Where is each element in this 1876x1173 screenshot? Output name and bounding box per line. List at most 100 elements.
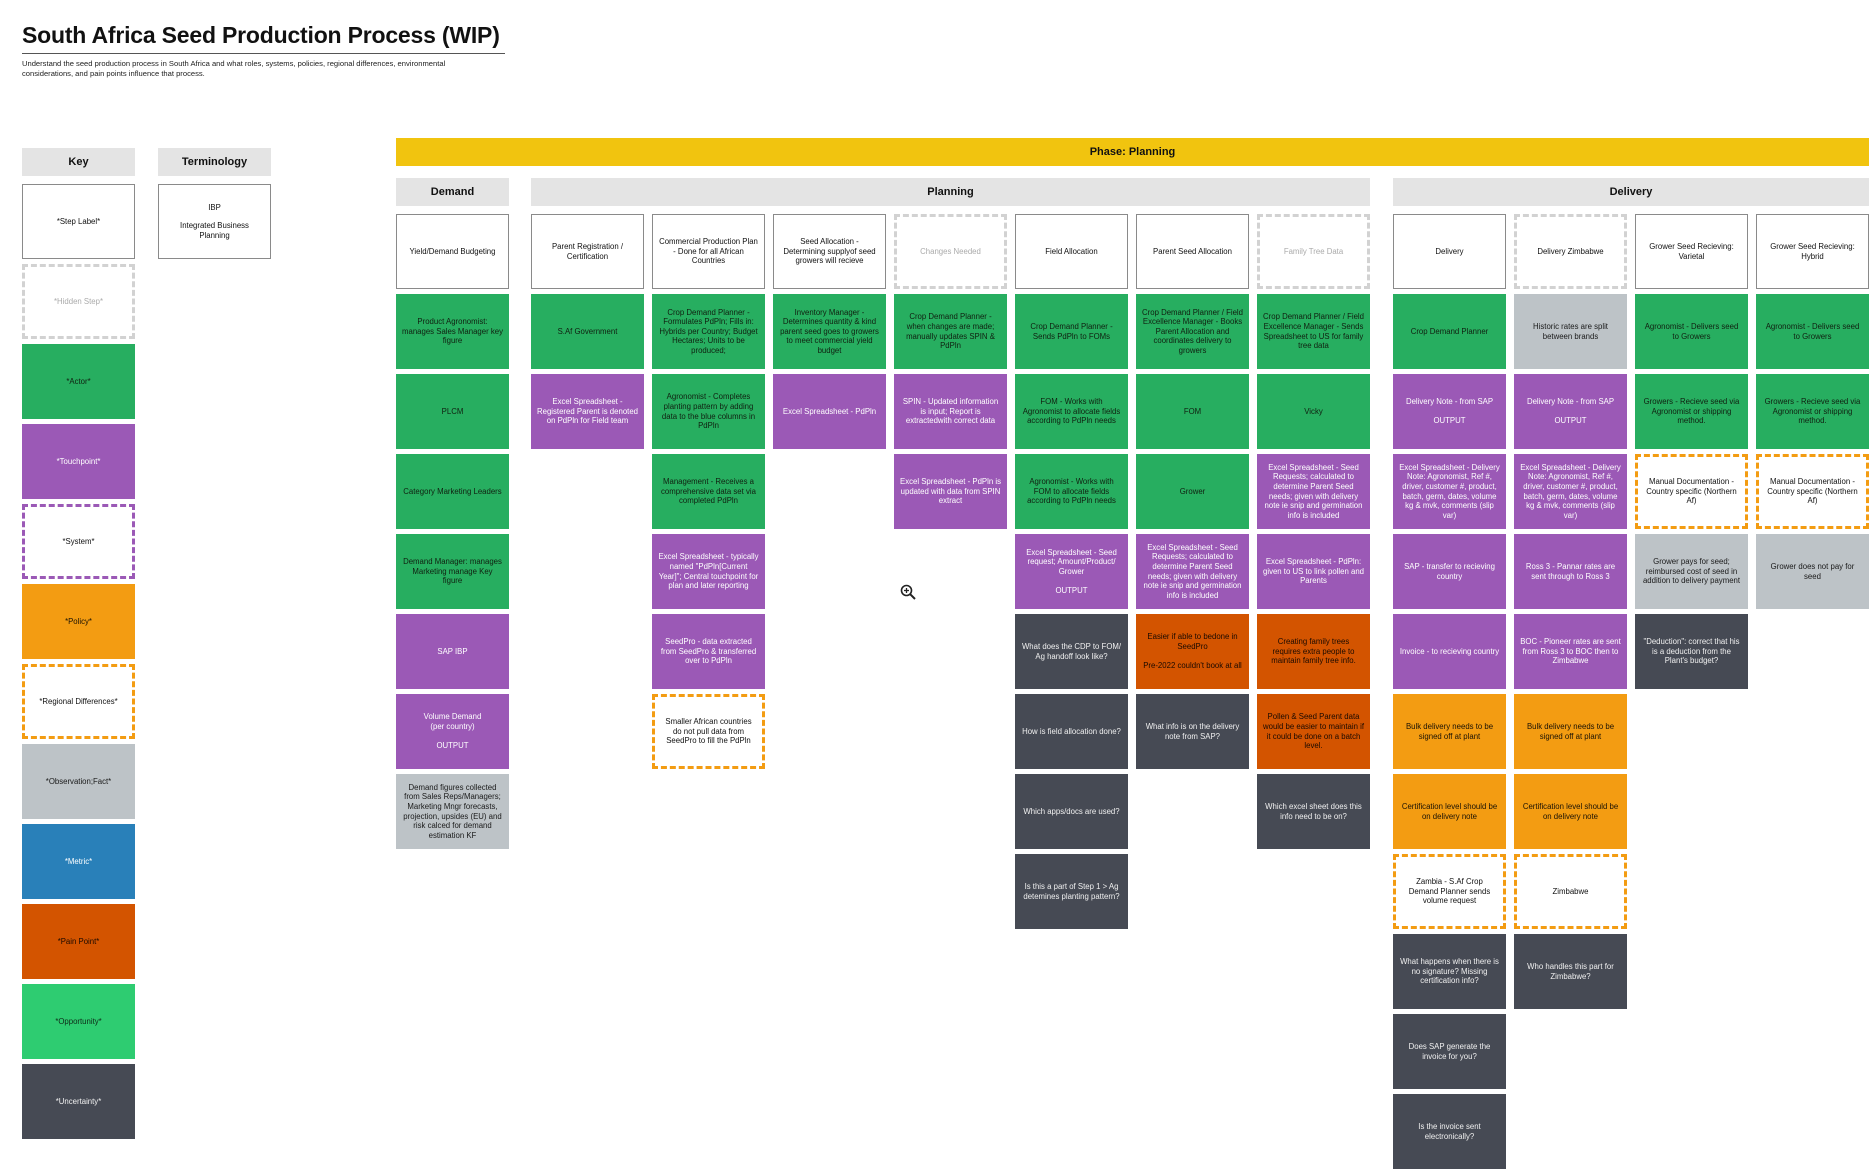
policy-card[interactable]: Certification level should be on deliver… bbox=[1393, 774, 1506, 849]
key-item-metric[interactable]: *Metric* bbox=[22, 824, 135, 899]
regional-difference-card[interactable]: Manual Documentation - Country specific … bbox=[1756, 454, 1869, 529]
actor-card[interactable]: Agronomist - Delivers seed to Growers bbox=[1756, 294, 1869, 369]
step-label[interactable]: Parent Registration / Certification bbox=[531, 214, 644, 289]
uncertainty-card[interactable]: Who handles this part for Zimbabwe? bbox=[1514, 934, 1627, 1009]
actor-card[interactable]: Management - Receives a comprehensive da… bbox=[652, 454, 765, 529]
regional-difference-card[interactable]: Manual Documentation - Country specific … bbox=[1635, 454, 1748, 529]
pain-point-card[interactable]: Easier if able to bedone in SeedPro Pre-… bbox=[1136, 614, 1249, 689]
policy-card[interactable]: Bulk delivery needs to be signed off at … bbox=[1393, 694, 1506, 769]
touchpoint-card[interactable]: Ross 3 - Pannar rates are sent through t… bbox=[1514, 534, 1627, 609]
actor-card[interactable]: Crop Demand Planner - when changes are m… bbox=[894, 294, 1007, 369]
touchpoint-card[interactable]: Excel Spreadsheet - PdPln: given to US t… bbox=[1257, 534, 1370, 609]
actor-card[interactable]: Growers - Recieve seed via Agronomist or… bbox=[1756, 374, 1869, 449]
page-title: South Africa Seed Production Process (WI… bbox=[22, 22, 500, 48]
actor-card[interactable]: S.Af Government bbox=[531, 294, 644, 369]
uncertainty-card[interactable]: Is the invoice sent electronically? bbox=[1393, 1094, 1506, 1169]
key-item-step[interactable]: *Step Label* bbox=[22, 184, 135, 259]
policy-card[interactable]: Bulk delivery needs to be signed off at … bbox=[1514, 694, 1627, 769]
actor-card[interactable]: Demand Manager: manages Marketing manage… bbox=[396, 534, 509, 609]
hidden-step-label[interactable]: Family Tree Data bbox=[1257, 214, 1370, 289]
actor-card[interactable]: Agronomist - Delivers seed to Growers bbox=[1635, 294, 1748, 369]
regional-difference-card[interactable]: Zimbabwe bbox=[1514, 854, 1627, 929]
actor-card[interactable]: Category Marketing Leaders bbox=[396, 454, 509, 529]
key-item-actor[interactable]: *Actor* bbox=[22, 344, 135, 419]
touchpoint-card[interactable]: Excel Spreadsheet - Delivery Note: Agron… bbox=[1514, 454, 1627, 529]
actor-card[interactable]: Crop Demand Planner / Field Excellence M… bbox=[1257, 294, 1370, 369]
term: IBP bbox=[208, 202, 221, 212]
touchpoint-card[interactable]: Excel Spreadsheet - Seed request; Amount… bbox=[1015, 534, 1128, 609]
touchpoint-card[interactable]: SAP - transfer to recieving country bbox=[1393, 534, 1506, 609]
actor-card[interactable]: Crop Demand Planner / Field Excellence M… bbox=[1136, 294, 1249, 369]
step-label[interactable]: Seed Allocation - Determining supplyof s… bbox=[773, 214, 886, 289]
observation-card[interactable]: Historic rates are split between brands bbox=[1514, 294, 1627, 369]
observation-card[interactable]: Demand figures collected from Sales Reps… bbox=[396, 774, 509, 849]
touchpoint-card[interactable]: Excel Spreadsheet - PdPln is updated wit… bbox=[894, 454, 1007, 529]
key-item-unc[interactable]: *Uncertainty* bbox=[22, 1064, 135, 1139]
touchpoint-card[interactable]: Excel Spreadsheet - typically named "PdP… bbox=[652, 534, 765, 609]
touchpoint-card[interactable]: Delivery Note - from SAP OUTPUT bbox=[1514, 374, 1627, 449]
touchpoint-card[interactable]: Excel Spreadsheet - Registered Parent is… bbox=[531, 374, 644, 449]
step-label[interactable]: Commercial Production Plan - Done for al… bbox=[652, 214, 765, 289]
step-label[interactable]: Field Allocation bbox=[1015, 214, 1128, 289]
touchpoint-card[interactable]: Invoice - to recieving country bbox=[1393, 614, 1506, 689]
observation-card[interactable]: Grower pays for seed; reimbursed cost of… bbox=[1635, 534, 1748, 609]
actor-card[interactable]: Agronomist - Completes planting pattern … bbox=[652, 374, 765, 449]
uncertainty-card[interactable]: What info is on the delivery note from S… bbox=[1136, 694, 1249, 769]
actor-card[interactable]: Crop Demand Planner - Sends PdPln to FOM… bbox=[1015, 294, 1128, 369]
hidden-step-label[interactable]: Delivery Zimbabwe bbox=[1514, 214, 1627, 289]
regional-difference-card[interactable]: Smaller African countries do not pull da… bbox=[652, 694, 765, 769]
step-label[interactable]: Grower Seed Recieving: Varietal bbox=[1635, 214, 1748, 289]
observation-card[interactable]: Grower does not pay for seed bbox=[1756, 534, 1869, 609]
actor-card[interactable]: Vicky bbox=[1257, 374, 1370, 449]
uncertainty-card[interactable]: What does the CDP to FOM/ Ag handoff loo… bbox=[1015, 614, 1128, 689]
step-label[interactable]: Delivery bbox=[1393, 214, 1506, 289]
actor-card[interactable]: Crop Demand Planner bbox=[1393, 294, 1506, 369]
actor-card[interactable]: Crop Demand Planner - Formulates PdPln; … bbox=[652, 294, 765, 369]
touchpoint-card[interactable]: Volume Demand (per country) OUTPUT bbox=[396, 694, 509, 769]
actor-card[interactable]: Product Agronomist: manages Sales Manage… bbox=[396, 294, 509, 369]
touchpoint-card[interactable]: Excel Spreadsheet - Seed Requests; calcu… bbox=[1136, 534, 1249, 609]
uncertainty-card[interactable]: How is field allocation done? bbox=[1015, 694, 1128, 769]
uncertainty-card[interactable]: Which apps/docs are used? bbox=[1015, 774, 1128, 849]
uncertainty-card[interactable]: Does SAP generate the invoice for you? bbox=[1393, 1014, 1506, 1089]
key-item-regional[interactable]: *Regional Differences* bbox=[22, 664, 135, 739]
key-item-hidden[interactable]: *Hidden Step* bbox=[22, 264, 135, 339]
section-header-demand: Demand bbox=[396, 178, 509, 206]
touchpoint-card[interactable]: Excel Spreadsheet - Seed Requests; calcu… bbox=[1257, 454, 1370, 529]
step-label[interactable]: Yield/Demand Budgeting bbox=[396, 214, 509, 289]
touchpoint-card[interactable]: BOC - Pioneer rates are sent from Ross 3… bbox=[1514, 614, 1627, 689]
actor-card[interactable]: Growers - Recieve seed via Agronomist or… bbox=[1635, 374, 1748, 449]
key-item-policy[interactable]: *Policy* bbox=[22, 584, 135, 659]
key-item-touch[interactable]: *Touchpoint* bbox=[22, 424, 135, 499]
actor-card[interactable]: Inventory Manager - Determines quantity … bbox=[773, 294, 886, 369]
key-item-obs[interactable]: *Observation;Fact* bbox=[22, 744, 135, 819]
uncertainty-card[interactable]: "Deduction": correct that his is a deduc… bbox=[1635, 614, 1748, 689]
step-label[interactable]: Parent Seed Allocation bbox=[1136, 214, 1249, 289]
term-definition: Integrated Business Planning bbox=[180, 221, 249, 240]
terminology-header: Terminology bbox=[158, 148, 271, 176]
touchpoint-card[interactable]: SeedPro - data extracted from SeedPro & … bbox=[652, 614, 765, 689]
terminology-card-ibp[interactable]: IBP Integrated Business Planning bbox=[158, 184, 271, 259]
policy-card[interactable]: Certification level should be on deliver… bbox=[1514, 774, 1627, 849]
actor-card[interactable]: Agronomist - Works with FOM to allocate … bbox=[1015, 454, 1128, 529]
pain-point-card[interactable]: Creating family trees requires extra peo… bbox=[1257, 614, 1370, 689]
touchpoint-card[interactable]: Excel Spreadsheet - Delivery Note: Agron… bbox=[1393, 454, 1506, 529]
regional-difference-card[interactable]: Zambia - S.Af Crop Demand Planner sends … bbox=[1393, 854, 1506, 929]
actor-card[interactable]: FOM bbox=[1136, 374, 1249, 449]
touchpoint-card[interactable]: SAP IBP bbox=[396, 614, 509, 689]
actor-card[interactable]: PLCM bbox=[396, 374, 509, 449]
actor-card[interactable]: Grower bbox=[1136, 454, 1249, 529]
key-item-system[interactable]: *System* bbox=[22, 504, 135, 579]
uncertainty-card[interactable]: Which excel sheet does this info need to… bbox=[1257, 774, 1370, 849]
touchpoint-card[interactable]: SPIN - Updated information is input; Rep… bbox=[894, 374, 1007, 449]
hidden-step-label[interactable]: Changes Needed bbox=[894, 214, 1007, 289]
actor-card[interactable]: FOM - Works with Agronomist to allocate … bbox=[1015, 374, 1128, 449]
step-label[interactable]: Grower Seed Recieving: Hybrid bbox=[1756, 214, 1869, 289]
pain-point-card[interactable]: Pollen & Seed Parent data would be easie… bbox=[1257, 694, 1370, 769]
key-item-pain[interactable]: *Pain Point* bbox=[22, 904, 135, 979]
touchpoint-card[interactable]: Delivery Note - from SAP OUTPUT bbox=[1393, 374, 1506, 449]
touchpoint-card[interactable]: Excel Spreadsheet - PdPln bbox=[773, 374, 886, 449]
uncertainty-card[interactable]: What happens when there is no signature?… bbox=[1393, 934, 1506, 1009]
key-item-opp[interactable]: *Opportunity* bbox=[22, 984, 135, 1059]
uncertainty-card[interactable]: Is this a part of Step 1 > Ag detemines … bbox=[1015, 854, 1128, 929]
